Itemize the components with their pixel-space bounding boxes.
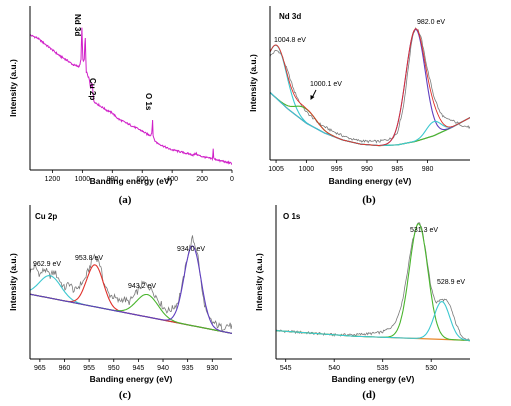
panel-title: Cu 2p bbox=[35, 212, 57, 221]
panel-letter: (c) bbox=[119, 389, 132, 401]
x-tick-label: 200 bbox=[196, 176, 208, 183]
y-axis-title: Intensity (a.u.) bbox=[248, 54, 258, 112]
x-axis-title: Banding energy (eV) bbox=[90, 176, 173, 186]
x-tick-label: 800 bbox=[106, 176, 118, 183]
x-tick-label: 1000 bbox=[299, 166, 315, 173]
x-tick-label: 600 bbox=[136, 176, 148, 183]
x-tick-label: 940 bbox=[157, 365, 169, 372]
peak-annotation: O 1s bbox=[144, 93, 153, 111]
series-fit-peak-528.9 bbox=[276, 301, 470, 341]
x-tick-label: 980 bbox=[422, 166, 434, 173]
series-raw bbox=[276, 222, 470, 343]
series-fit-peak-953.8 bbox=[30, 264, 232, 334]
series-survey bbox=[30, 27, 232, 166]
x-axis-title: Banding energy (eV) bbox=[329, 176, 412, 186]
peak-annotation: Nd 3d bbox=[73, 14, 82, 36]
peak-annotation: 531.3 eV bbox=[410, 227, 438, 234]
plot-area bbox=[30, 27, 232, 166]
x-axis-title: Banding energy (eV) bbox=[90, 374, 173, 384]
plot-area bbox=[276, 222, 470, 343]
panel-title: Nd 3d bbox=[279, 12, 301, 21]
x-tick-label: 945 bbox=[133, 365, 145, 372]
x-tick-label: 1000 bbox=[75, 176, 91, 183]
y-axis-title: Intensity (a.u.) bbox=[8, 253, 18, 311]
plot-area bbox=[270, 27, 470, 147]
peak-annotation: 934.0 eV bbox=[177, 246, 205, 253]
x-tick-label: 960 bbox=[59, 365, 71, 372]
peak-annotation: 1004.8 eV bbox=[274, 37, 306, 44]
series-fit-envelope bbox=[270, 28, 470, 146]
peak-annotation: 962.9 eV bbox=[33, 261, 61, 268]
x-tick-label: 935 bbox=[182, 365, 194, 372]
chart-panel-c: 965 960 955 950 945 940 935 930 Banding energy (… bbox=[8, 205, 232, 401]
x-tick-label: 1200 bbox=[45, 176, 61, 183]
series-fit-peak-982.0 bbox=[270, 28, 470, 147]
x-tick-label: 955 bbox=[83, 365, 95, 372]
arrow-head-icon bbox=[310, 95, 315, 100]
series-raw bbox=[30, 235, 232, 332]
x-tick-label: 535 bbox=[377, 365, 389, 372]
y-axis-title: Intensity (a.u.) bbox=[8, 59, 18, 117]
y-axis-title: Intensity (a.u.) bbox=[254, 253, 264, 311]
x-tick-label: 0 bbox=[230, 176, 234, 183]
x-tick-label: 540 bbox=[328, 365, 340, 372]
x-tick-label: 545 bbox=[280, 365, 292, 372]
chart-panel-d: 545 540 535 530 Banding energy (eV) Intensity… bbox=[254, 205, 470, 401]
panel-title: O 1s bbox=[283, 212, 301, 221]
x-tick-label: 950 bbox=[108, 365, 120, 372]
peak-annotation: 1000.1 eV bbox=[310, 81, 342, 88]
x-tick-label: 965 bbox=[34, 365, 46, 372]
x-tick-label: 990 bbox=[361, 166, 373, 173]
peak-annotation: 528.9 eV bbox=[437, 279, 465, 286]
peak-annotation: 943.2 eV bbox=[128, 283, 156, 290]
x-tick-label: 930 bbox=[206, 365, 218, 372]
x-tick-label: 1005 bbox=[268, 166, 284, 173]
series-fit-peak-934.0 bbox=[30, 245, 232, 334]
peak-annotation: Cu 2p bbox=[88, 78, 97, 100]
x-axis-title: Banding energy (eV) bbox=[332, 374, 415, 384]
chart-panel-a: 1200 1000 800 600 400 200 0 Banding energy (eV)… bbox=[8, 6, 234, 206]
panel-letter: (a) bbox=[119, 194, 132, 206]
x-tick-label: 530 bbox=[425, 365, 437, 372]
panel-letter: (d) bbox=[362, 389, 376, 401]
series-fit-peak-1004.8 bbox=[270, 44, 470, 147]
chart-panel-b: 1005 1000 995 990 985 980 Banding energy (eV) I… bbox=[248, 6, 470, 206]
plot-area bbox=[30, 235, 232, 334]
series-raw bbox=[270, 27, 470, 144]
peak-annotation: 982.0 eV bbox=[417, 19, 445, 26]
x-tick-label: 400 bbox=[166, 176, 178, 183]
x-tick-label: 995 bbox=[331, 166, 343, 173]
panel-letter: (b) bbox=[362, 194, 376, 206]
x-tick-label: 985 bbox=[391, 166, 403, 173]
peak-annotation: 953.8 eV bbox=[75, 255, 103, 262]
